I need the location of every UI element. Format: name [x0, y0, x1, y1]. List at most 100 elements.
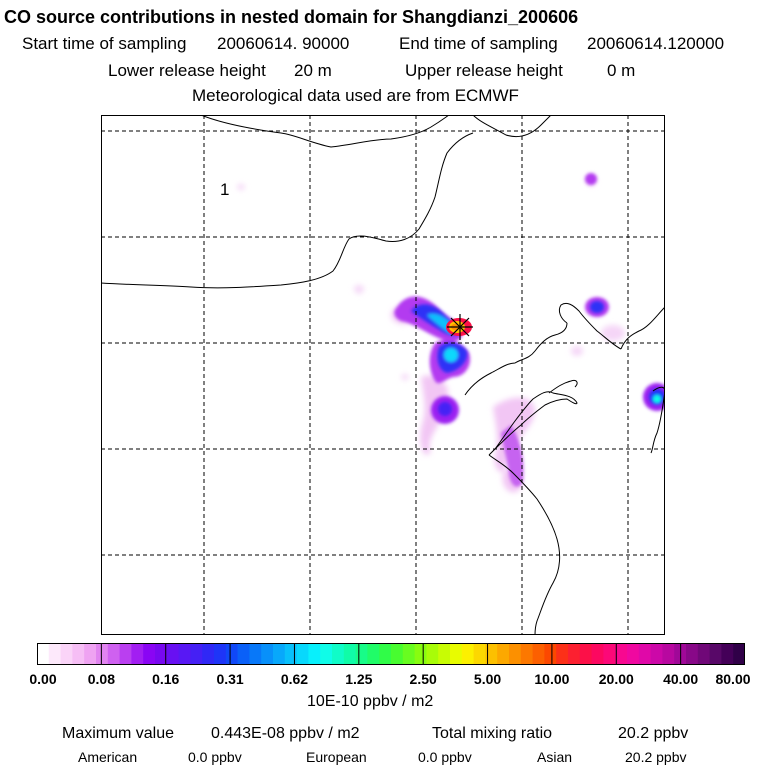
colorbar-cell: [37, 643, 50, 665]
mongolia-border: [101, 132, 474, 289]
colorbar-unit: 10E-10 ppbv / m2: [307, 693, 434, 710]
colorbar-tick-label: 40.00: [663, 671, 699, 687]
colorbar-cell: [96, 643, 109, 665]
colorbar-cell: [249, 643, 262, 665]
colorbar-cell: [627, 643, 640, 665]
island-coast: [650, 386, 665, 454]
colorbar-cell: [520, 643, 533, 665]
colorbar-cell: [107, 643, 120, 665]
colorbar-cell: [273, 643, 286, 665]
colorbar-tick-label: 20.00: [598, 671, 634, 687]
colorbar-cell: [709, 643, 722, 665]
colorbar-tick-label: 0.31: [216, 671, 244, 687]
colorbar-cell: [638, 643, 651, 665]
colorbar-cell: [84, 643, 97, 665]
colorbar-outline: [37, 643, 745, 665]
colorbar-cell: [603, 643, 616, 665]
colorbar-cell: [686, 643, 699, 665]
upper-release-label: Upper release height: [405, 61, 563, 80]
colorbar-cell: [296, 643, 309, 665]
colorbar-tick-label: 0.62: [280, 671, 309, 687]
map-panel: 1: [101, 115, 665, 635]
plume-cyan-center: [444, 348, 458, 362]
colorbar-cell: [450, 643, 463, 665]
lower-release-label: Lower release height: [108, 61, 266, 80]
colorbar-cell: [579, 643, 592, 665]
colorbar-cell: [119, 643, 132, 665]
colorbar-cell: [214, 643, 227, 665]
upper-release-value: 0 m: [607, 61, 636, 80]
colorbar-cell: [532, 643, 545, 665]
meteo-source: Meteorological data used are from ECMWF: [192, 86, 519, 105]
colorbar-cell: [615, 643, 628, 665]
colorbar-cell: [721, 643, 734, 665]
american-label: American: [78, 749, 138, 765]
colorbar-cell: [60, 643, 73, 665]
total-mixing-value: 20.2 ppbv: [618, 725, 689, 742]
chart-title: CO source contributions in nested domain…: [4, 7, 579, 27]
colorbar-cell: [72, 643, 85, 665]
asian-value: 20.2 ppbv: [625, 749, 687, 765]
max-value: 0.443E-08 ppbv / m2: [211, 725, 360, 742]
lower-release-value: 20 m: [294, 61, 332, 80]
colorbar-cell: [320, 643, 333, 665]
colorbar-cell: [202, 643, 215, 665]
colorbar-cell: [509, 643, 522, 665]
colorbar-cell: [284, 643, 297, 665]
plume-violet-arm: [501, 425, 524, 487]
plume-halo-spot5: [237, 184, 245, 190]
korea-coast: [620, 306, 665, 350]
american-value: 0.0 ppbv: [188, 749, 242, 765]
coast-bay: [548, 380, 578, 394]
plume-body: [394, 173, 665, 487]
colorbar-cell: [697, 643, 710, 665]
colorbar-tick-label: 80.00: [715, 671, 751, 687]
colorbar-cell: [343, 643, 356, 665]
colorbar-cell: [568, 643, 581, 665]
colorbar-tick-label: 10.00: [534, 671, 570, 687]
plume-halo-spot2: [401, 374, 409, 380]
european-value: 0.0 ppbv: [418, 749, 472, 765]
receptor-marker: [447, 314, 473, 340]
map-svg: 1: [101, 115, 665, 635]
colorbar-cell: [544, 643, 557, 665]
colorbar-cell: [650, 643, 663, 665]
map-annotation: 1: [220, 180, 229, 199]
coast-south: [488, 454, 561, 635]
total-mixing-label: Total mixing ratio: [432, 725, 553, 742]
colorbar-cell: [556, 643, 569, 665]
colorbar-cell: [143, 643, 156, 665]
colorbar-cell: [367, 643, 380, 665]
colorbar-cell: [485, 643, 498, 665]
northern-border: [200, 115, 450, 148]
start-time-label: Start time of sampling: [22, 34, 187, 53]
lat-lon-grid: [101, 115, 665, 635]
colorbar-tick-label: 0.16: [152, 671, 180, 687]
asian-label: Asian: [537, 749, 573, 765]
plume-halo-spot3: [571, 346, 583, 356]
colorbar-cell: [155, 643, 168, 665]
coast-gulf: [558, 302, 622, 350]
colorbar-cell: [426, 643, 439, 665]
colorbar-tick-label: 0.00: [29, 671, 57, 687]
colorbar-cell: [461, 643, 474, 665]
colorbar: [37, 643, 745, 665]
colorbar-cell: [473, 643, 486, 665]
plume-halo-spot6: [356, 288, 362, 294]
colorbar-cell: [166, 643, 179, 665]
end-time-value: 20060614.120000: [587, 34, 725, 53]
colorbar-cell: [225, 643, 238, 665]
colorbar-cell: [190, 643, 203, 665]
colorbar-cell: [414, 643, 427, 665]
coast-lower: [488, 391, 578, 456]
colorbar-cell: [237, 643, 250, 665]
colorbar-tick-label: 2.50: [409, 671, 437, 687]
colorbar-cell: [497, 643, 510, 665]
colorbar-cell: [733, 643, 745, 665]
northern-border-east: [472, 115, 552, 138]
colorbar-cell: [48, 643, 61, 665]
colorbar-cell: [355, 643, 368, 665]
coastlines: [101, 115, 665, 635]
colorbar-cell: [391, 643, 404, 665]
colorbar-cell: [591, 643, 604, 665]
